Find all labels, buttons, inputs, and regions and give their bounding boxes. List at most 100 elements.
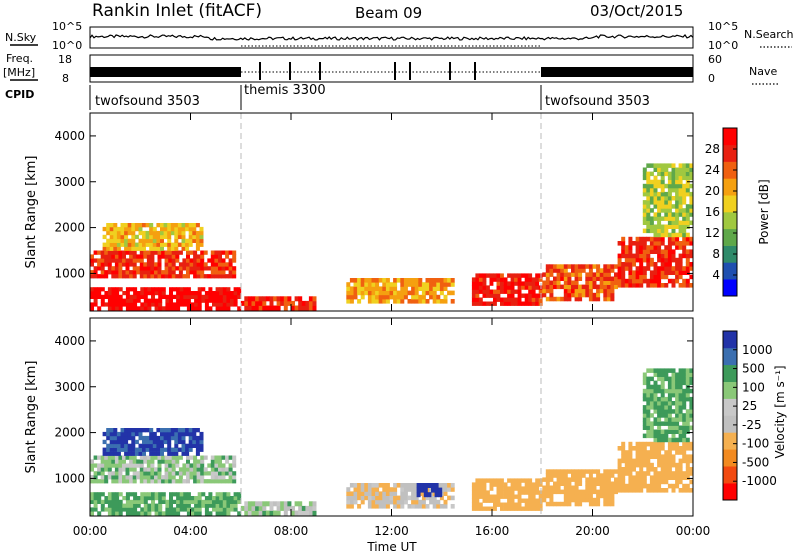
data-cell	[291, 300, 295, 306]
data-cell	[514, 301, 518, 306]
data-cell	[682, 216, 687, 221]
data-cell	[214, 266, 219, 271]
data-cell	[667, 191, 672, 197]
data-cell	[545, 469, 550, 474]
data-cell	[675, 266, 680, 271]
data-cell	[610, 288, 615, 294]
data-cell	[578, 296, 583, 302]
data-cell	[588, 489, 593, 495]
data-cell	[113, 238, 118, 243]
data-cell	[207, 266, 212, 271]
data-cell	[603, 288, 608, 294]
data-cell	[660, 462, 665, 468]
data-cell	[152, 238, 157, 243]
data-cell	[346, 299, 351, 304]
data-cell	[136, 503, 141, 508]
data-cell	[653, 249, 658, 254]
data-cell	[200, 471, 205, 476]
data-cell	[134, 226, 139, 232]
data-cell	[255, 296, 260, 302]
data-cell	[675, 405, 680, 410]
data-cell	[90, 274, 94, 279]
data-cell	[120, 431, 125, 437]
data-cell	[493, 293, 497, 298]
data-cell	[493, 301, 497, 306]
data-cell	[617, 266, 622, 271]
data-cell	[149, 246, 154, 251]
data-cell	[407, 282, 412, 287]
data-cell	[138, 431, 143, 437]
data-cell	[193, 471, 198, 476]
data-cell	[403, 487, 408, 492]
data-cell	[425, 286, 430, 291]
data-cell	[685, 421, 690, 426]
data-cell	[678, 212, 683, 217]
data-cell	[182, 471, 187, 476]
data-cell	[588, 485, 593, 490]
data-cell	[157, 250, 162, 255]
data-cell	[489, 498, 494, 503]
data-cell	[514, 273, 518, 278]
data-cell	[475, 498, 480, 503]
colorbar-tick-label: 12	[705, 226, 720, 240]
data-cell	[186, 262, 190, 267]
data-cell	[596, 481, 601, 486]
data-cell	[657, 384, 662, 390]
data-cell	[111, 250, 116, 255]
data-cell	[657, 413, 662, 418]
data-cell	[432, 294, 437, 300]
data-cell	[134, 428, 139, 433]
data-cell	[129, 459, 134, 464]
data-cell	[175, 479, 180, 484]
data-cell	[161, 496, 166, 501]
colorbar-swatch	[723, 128, 737, 146]
data-cell	[107, 254, 112, 259]
data-cell	[664, 405, 669, 410]
data-cell	[170, 435, 175, 441]
data-cell	[226, 287, 231, 292]
data-cell	[222, 287, 227, 292]
data-cell	[127, 428, 132, 433]
data-cell	[682, 175, 687, 181]
data-cell	[510, 490, 515, 495]
data-cell	[143, 471, 148, 476]
data-cell	[682, 283, 687, 288]
data-cell	[556, 284, 561, 290]
data-cell	[517, 277, 522, 282]
data-cell	[214, 475, 219, 480]
data-cell	[675, 187, 680, 193]
data-cell	[118, 270, 123, 275]
data-cell	[517, 486, 522, 491]
data-cell	[161, 455, 166, 460]
data-cell	[165, 503, 170, 508]
data-cell	[171, 270, 176, 275]
data-cell	[122, 507, 127, 512]
data-cell	[193, 254, 198, 259]
data-cell	[196, 471, 201, 476]
data-cell	[176, 496, 181, 501]
data-cell	[150, 463, 155, 468]
data-cell	[678, 467, 683, 472]
data-cell	[521, 273, 525, 278]
data-cell	[194, 507, 199, 512]
colorbar-tick-label: -25	[742, 418, 762, 432]
data-cell	[578, 493, 583, 499]
data-cell	[482, 494, 487, 499]
data-cell	[109, 447, 114, 452]
data-cell	[632, 479, 636, 485]
data-cell	[192, 230, 197, 236]
data-cell	[403, 290, 408, 296]
data-cell	[127, 230, 132, 236]
data-cell	[675, 191, 680, 197]
data-cell	[115, 511, 120, 516]
data-cell	[218, 254, 222, 259]
x-tick-label: 20:00	[575, 524, 610, 538]
data-cell	[212, 507, 216, 512]
x-tick-label: 00:00	[73, 524, 108, 538]
data-cell	[646, 191, 651, 197]
data-cell	[132, 467, 137, 472]
data-cell	[542, 497, 547, 503]
data-cell	[603, 489, 608, 495]
data-cell	[649, 274, 654, 280]
data-cell	[160, 439, 164, 445]
